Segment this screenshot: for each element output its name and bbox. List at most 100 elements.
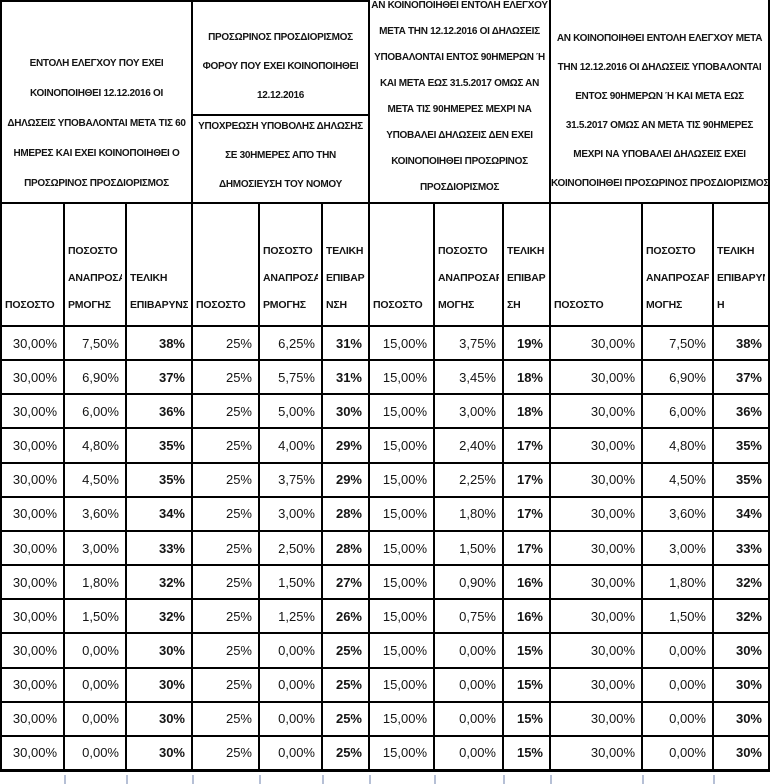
data-cell: 2,25% [435, 463, 502, 496]
data-cell: 30,00% [551, 395, 641, 428]
data-cell: 25% [193, 395, 258, 428]
data-cell: 31% [323, 327, 368, 360]
table-row: 30,00% 4,50% 35% 25% 3,75% 29% 15,00% 2,25% 17% 3… [2, 463, 768, 496]
data-cell: 0,90% [435, 566, 502, 599]
data-cell: 30% [127, 736, 191, 770]
data-cell: 19% [504, 327, 549, 360]
data-cell: 30,00% [2, 395, 63, 428]
data-cell: 0,00% [260, 736, 321, 770]
data-cell: 30,00% [551, 497, 641, 530]
data-cell: 15,00% [370, 600, 433, 633]
gridline-stub [642, 775, 644, 784]
column-header-line: ΠΟΣΟΣΤΟ [646, 245, 696, 257]
header-line: ΤΗΝ 12.12.2016 ΟΙ ΔΗΛΩΣΕΙΣ ΥΠΟΒΑΛΟΝΤΑΙ [557, 62, 762, 73]
data-cell: 3,60% [65, 497, 125, 530]
data-cell: 6,00% [643, 395, 712, 428]
header-line: ΜΕΧΡΙ ΝΑ ΥΠΟΒΑΛΕΙ ΔΗΛΩΣΕΙΣ ΕΧΕΙ [573, 149, 746, 160]
data-cell: 1,50% [260, 566, 321, 599]
data-cell: 25% [193, 668, 258, 701]
data-cell: 1,80% [65, 566, 125, 599]
data-cell: 35% [127, 463, 191, 496]
column-header-line: ΠΟΣΟΣΤΟ [196, 299, 246, 311]
data-cell: 36% [127, 395, 191, 428]
data-cell: 3,00% [260, 497, 321, 530]
group-header-audit-after-with-provisional: ΑΝ ΚΟΙΝΟΠΟΙΗΘΕΙ ΕΝΤΟΛΗ ΕΛΕΓΧΟΥ ΜΕΤΑ ΤΗΝ 1… [551, 0, 768, 202]
data-cell: 25% [323, 702, 368, 735]
data-cell: 1,50% [435, 531, 502, 565]
data-cell: 34% [714, 497, 768, 530]
data-cell: 17% [504, 463, 549, 496]
header-line: 12.12.2016 [256, 90, 305, 101]
data-cell: 4,50% [643, 463, 712, 496]
header-line: ΔΗΛΩΣΕΙΣ ΥΠΟΒΑΛΟΝΤΑΙ ΜΕΤΑ ΤΙΣ 60 [7, 118, 186, 129]
table-row: 30,00% 7,50% 38% 25% 6,25% 31% 15,00% 3,75% 19% 3… [2, 327, 768, 360]
gridline-stub [503, 775, 505, 784]
group-header-provisional-top: ΠΡΟΣΩΡΙΝΟΣ ΠΡΟΣΔΙΟΡΙΣΜΟΣ ΦΟΡΟΥ ΠΟΥ ΕΧΕΙ Κ… [193, 2, 368, 114]
data-cell: 35% [127, 429, 191, 462]
data-cell: 16% [504, 566, 549, 599]
data-cell: 15,00% [370, 429, 433, 462]
data-cell: 30,00% [2, 531, 63, 565]
data-cell: 0,00% [260, 702, 321, 735]
header-line: ΑΝ ΚΟΙΝΟΠΟΙΗΘΕΙ ΕΝΤΟΛΗ ΕΛΕΓΧΟΥ [371, 0, 548, 11]
data-cell: 30,00% [551, 634, 641, 667]
data-cell: 7,50% [643, 327, 712, 360]
data-cell: 0,00% [435, 634, 502, 667]
data-cell: 30,00% [2, 566, 63, 599]
data-cell: 25% [193, 566, 258, 599]
data-cell: 30,00% [551, 702, 641, 735]
header-line: 31.5.2017 ΟΜΩΣ ΑΝ ΜΕΤΑ ΤΙΣ 90ΗΜΕΡΕΣ [565, 120, 754, 131]
header-line: ΔΗΜΟΣΙΕΥΣΗ ΤΟΥ ΝΟΜΟΥ [218, 179, 342, 190]
data-cell: 1,80% [435, 497, 502, 530]
data-cell: 30% [714, 668, 768, 701]
data-cell: 15,00% [370, 634, 433, 667]
data-cell: 3,75% [260, 463, 321, 496]
data-cell: 4,50% [65, 463, 125, 496]
data-cell: 15,00% [370, 497, 433, 530]
header-line: ΚΟΙΝΟΠΟΙΗΘΕΙ ΠΡΟΣΩΡΙΝΟΣ ΠΡΟΣΔΙΟΡΙΣΜΟΣ [551, 178, 768, 189]
data-cell: 29% [323, 429, 368, 462]
data-cell: 30,00% [551, 463, 641, 496]
data-cell: 15,00% [370, 736, 433, 770]
gridline-stub [434, 775, 436, 784]
column-header-line: ΤΕΛΙΚΗ [326, 245, 364, 257]
data-cell: 25% [193, 429, 258, 462]
data-cell: 6,25% [260, 327, 321, 360]
column-header: ΠΟΣΟΣΤΟ [2, 204, 63, 325]
data-cell: 1,50% [643, 600, 712, 633]
data-cell: 30,00% [2, 702, 63, 735]
column-header: ΤΕΛΙΚΗ ΕΠΙΒΑΡΥΝΣ Η [714, 204, 768, 325]
header-line: ΚΟΙΝΟΠΟΙΗΘΕΙ ΠΡΟΣΩΡΙΝΟΣ [391, 156, 528, 167]
column-header-line: ΤΕΛΙΚΗ [130, 272, 168, 284]
data-cell: 37% [714, 361, 768, 394]
data-cell: 15% [504, 736, 549, 770]
column-header: ΠΟΣΟΣΤΟ ΑΝΑΠΡΟΣΑΡ ΜΟΓΗΣ [643, 204, 712, 325]
gridline-stub [369, 775, 371, 784]
data-cell: 25% [193, 327, 258, 360]
subheader-row: ΠΟΣΟΣΤΟ ΠΟΣΟΣΤΟ ΑΝΑΠΡΟΣΑ Ρ ΜΟΓΗΣ ΤΕΛΙΚΗ ΕΠΙΒΑΡ… [0, 204, 770, 327]
column-header-line: ΜΟΓΗΣ [438, 299, 475, 311]
data-cell: 30% [127, 634, 191, 667]
data-cell: 30,00% [2, 600, 63, 633]
data-cell: 18% [504, 395, 549, 428]
group-header-lines: ΥΠΟΧΡΕΩΣΗ ΥΠΟΒΟΛΗΣ ΔΗΛΩΣΗΣ ΣΕ 30ΗΜΕΡΕΣ ΑΠ… [193, 116, 368, 199]
data-cell: 30% [127, 702, 191, 735]
data-cell: 0,00% [65, 668, 125, 701]
data-cell: 25% [193, 531, 258, 565]
data-cell: 0,00% [435, 702, 502, 735]
gridline-stub [64, 775, 66, 784]
data-cell: 38% [127, 327, 191, 360]
group-header-audit-after-no-provisional: ΑΝ ΚΟΙΝΟΠΟΙΗΘΕΙ ΕΝΤΟΛΗ ΕΛΕΓΧΟΥ ΜΕΤΑ ΤΗΝ 1… [370, 0, 549, 202]
column-header-line: ΑΝΑΠΡΟΣΑΡ [646, 272, 709, 284]
column-header-line: ΜΟΓΗΣ [646, 299, 683, 311]
data-cell: 30,00% [2, 429, 63, 462]
table-row: 30,00% 3,60% 34% 25% 3,00% 28% 15,00% 1,80% 17% 3… [2, 497, 768, 530]
gridline-stub [322, 775, 324, 784]
data-cell: 15,00% [370, 531, 433, 565]
data-cell: 30,00% [2, 327, 63, 360]
data-cell: 33% [714, 531, 768, 565]
column-header-line: ΠΟΣΟΣΤΟ [373, 299, 423, 311]
data-grid: 30,00% 7,50% 38% 25% 6,25% 31% 15,00% 3,75% 19% 3… [0, 327, 770, 772]
header-line: ΑΝ ΚΟΙΝΟΠΟΙΗΘΕΙ ΕΝΤΟΛΗ ΕΛΕΓΧΟΥ ΜΕΤΑ [556, 33, 763, 44]
table-row: 30,00% 0,00% 30% 25% 0,00% 25% 15,00% 0,00% 15% 3… [2, 702, 768, 735]
